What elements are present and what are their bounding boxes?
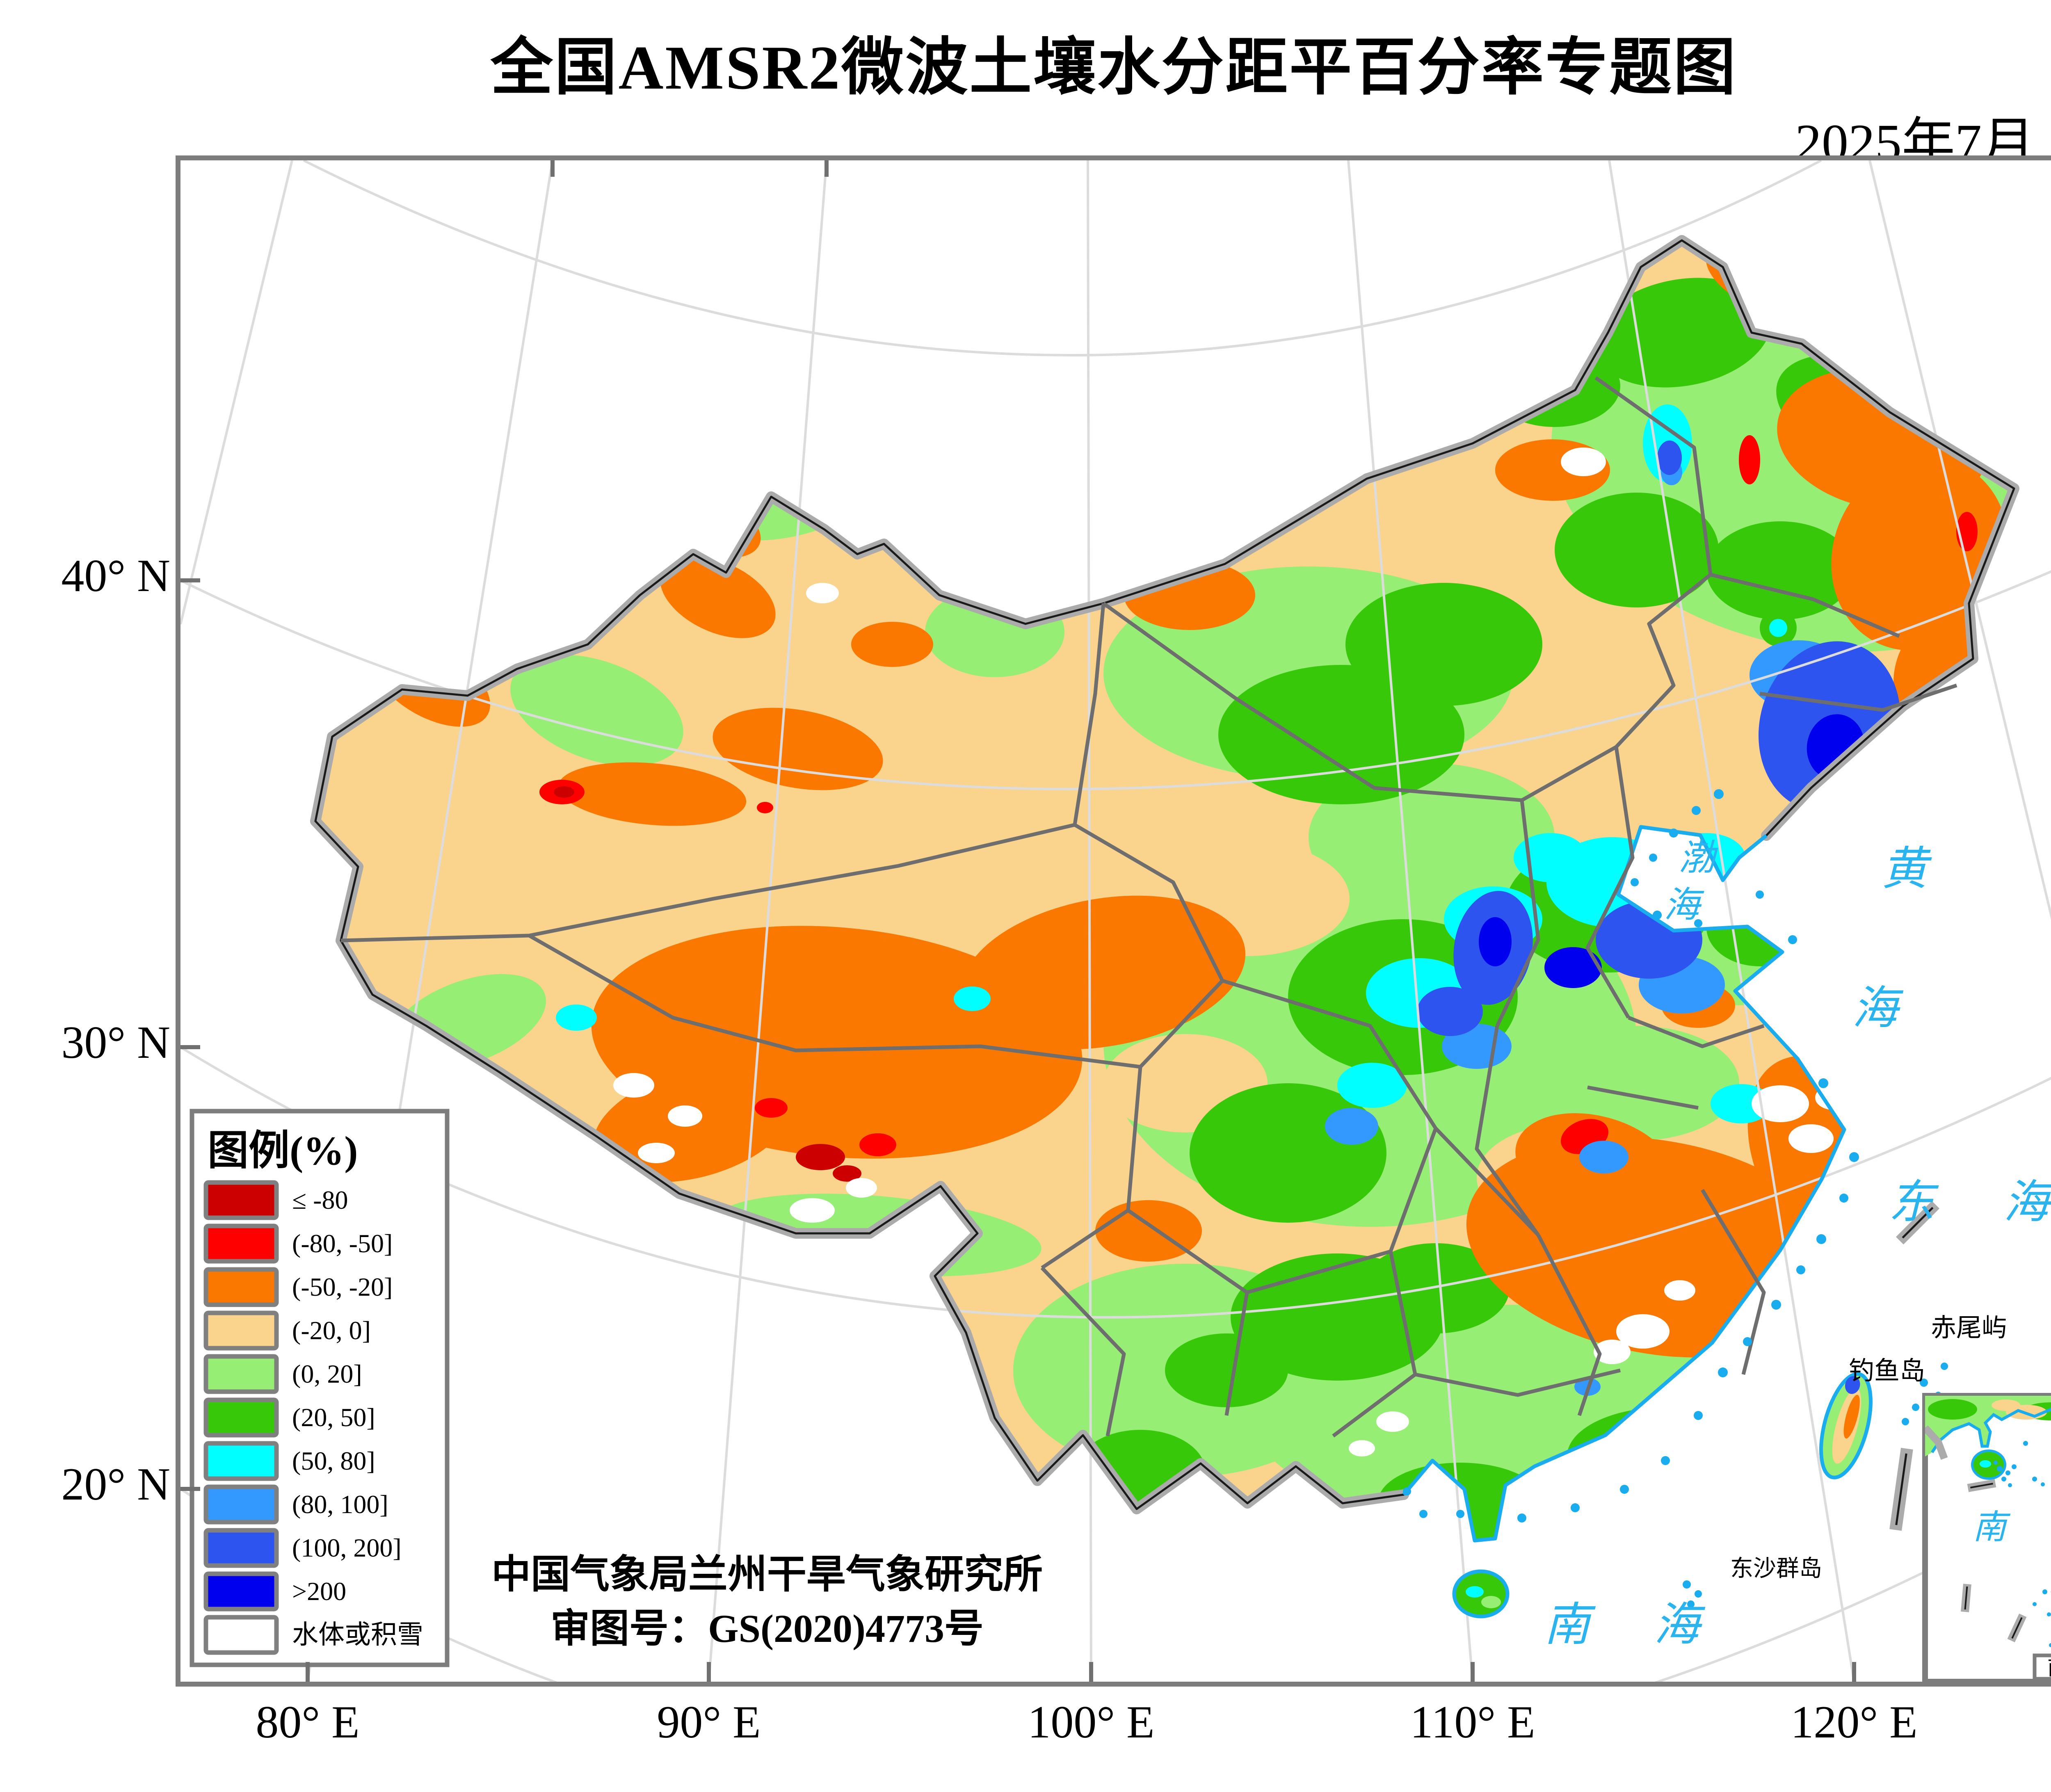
sea-label-bohai-char1: 渤	[1679, 838, 1718, 878]
legend-label: 水体或积雪	[292, 1620, 423, 1649]
axis-label-lon-90e: 90° E	[657, 1697, 761, 1748]
inset-caption-box	[2033, 1653, 2051, 1681]
inset-sea-label-char1: 南	[1973, 1509, 2011, 1546]
legend-swatch	[203, 1571, 279, 1612]
sea-label-yellowsea-char1: 黄	[1882, 844, 1932, 895]
island-labels: 钓鱼岛 赤尾屿 东沙群岛	[1730, 1314, 2007, 1582]
sea-label-yellowsea-char2: 海	[1852, 983, 1904, 1034]
hainan-island	[1452, 1569, 1510, 1619]
legend-label: (-50, -20]	[292, 1272, 393, 1301]
legend-label: ≤ -80	[292, 1185, 348, 1214]
axis-label-lon-120e: 120° E	[1791, 1697, 1918, 1748]
legend-title: 图例(%)	[208, 1128, 358, 1173]
legend-row: (-50, -20]	[203, 1267, 393, 1307]
axis-label-lon-80e: 80° E	[256, 1697, 360, 1748]
national-border	[310, 235, 2019, 1514]
legend-swatch	[203, 1441, 279, 1481]
legend-label: (-20, 0]	[292, 1316, 371, 1345]
axis-label-lat-20n: 20° N	[61, 1459, 170, 1510]
legend-label: (0, 20]	[292, 1359, 362, 1388]
legend-swatch	[203, 1267, 279, 1307]
sea-label-eastsea-char2: 海	[2003, 1177, 2051, 1228]
sea-label-bohai-char2: 海	[1664, 886, 1704, 925]
island-label-diaoyu: 钓鱼岛	[1849, 1357, 1925, 1385]
inset-caption: 南海诸岛	[2047, 1656, 2051, 1679]
coastline	[1402, 825, 1846, 1543]
axis-label-lat-30n: 30° N	[61, 1017, 170, 1068]
inset-map: 南 海 南海诸岛	[1922, 1393, 2051, 1682]
island-label-dongsha: 东沙群岛	[1730, 1556, 1822, 1582]
sea-labels: 渤 海 黄 海 东 海 南 海	[1544, 838, 2051, 1650]
legend-row: (-80, -50]	[203, 1224, 393, 1264]
sea-label-southsea-char2: 海	[1654, 1600, 1706, 1650]
page-title: 全国AMSR2微波土壤水分距平百分率专题图	[490, 33, 1738, 102]
nine-dash-segment	[1889, 1201, 1940, 1531]
legend-swatch	[203, 1224, 279, 1264]
province-borders	[340, 376, 1957, 1438]
inset-border-band	[1925, 1425, 1948, 1460]
legend-row: (80, 100]	[203, 1484, 388, 1525]
island-label-chiwei: 赤尾屿	[1931, 1314, 2007, 1342]
legend-row: (0, 20]	[203, 1354, 362, 1394]
legend-label: >200	[292, 1577, 346, 1606]
legend-label: (50, 80]	[292, 1446, 375, 1475]
legend-row: (20, 50]	[203, 1397, 375, 1438]
sea-label-eastsea-char1: 东	[1889, 1177, 1939, 1228]
axis-label-lat-40n: 40° N	[61, 550, 170, 601]
legend-swatch	[203, 1180, 279, 1220]
inset-hainan	[1971, 1450, 2006, 1480]
legend-label: (80, 100]	[292, 1490, 388, 1519]
legend-row: (-20, 0]	[203, 1310, 371, 1351]
legend-swatch	[203, 1310, 279, 1351]
inset-coastline	[1931, 1408, 2051, 1453]
frame-ticks	[180, 160, 1856, 1682]
legend-row: (100, 200]	[203, 1528, 402, 1568]
map-frame: 渤 海 黄 海 东 海 南 海 钓鱼岛 赤尾屿 东沙群岛 中国气象局兰州干旱气象…	[176, 155, 2051, 1687]
legend-row: (50, 80]	[203, 1441, 375, 1481]
legend-swatch	[203, 1397, 279, 1438]
legend-label: (20, 50]	[292, 1403, 375, 1432]
legend-row: ≤ -80	[203, 1180, 348, 1220]
taiwan-island	[1819, 1372, 1873, 1479]
legend-swatch	[203, 1354, 279, 1394]
legend-label: (100, 200]	[292, 1533, 402, 1562]
legend-swatch	[203, 1484, 279, 1525]
license-label: 审图号：GS(2020)4773号	[550, 1607, 984, 1650]
institution-label: 中国气象局兰州干旱气象研究所	[491, 1552, 1043, 1596]
axis-label-lon-110e: 110° E	[1410, 1697, 1535, 1748]
legend-label: (-80, -50]	[292, 1229, 393, 1258]
inset-island-dots	[1994, 1441, 2051, 1647]
sea-label-southsea-char1: 南	[1544, 1600, 1596, 1650]
legend-row: >200	[203, 1571, 346, 1612]
legend: 图例(%) ≤ -80 (-80, -50] (-50, -20] (-20, …	[190, 1109, 450, 1667]
legend-swatch	[203, 1615, 279, 1655]
axis-label-lon-100e: 100° E	[1028, 1697, 1155, 1748]
legend-row: 水体或积雪	[203, 1615, 423, 1655]
map-svg: 渤 海 黄 海 东 海 南 海 钓鱼岛 赤尾屿 东沙群岛 中国气象局兰州干旱气象…	[180, 160, 2051, 1682]
inset-nine-dash	[1961, 1479, 2051, 1643]
legend-swatch	[203, 1528, 279, 1568]
